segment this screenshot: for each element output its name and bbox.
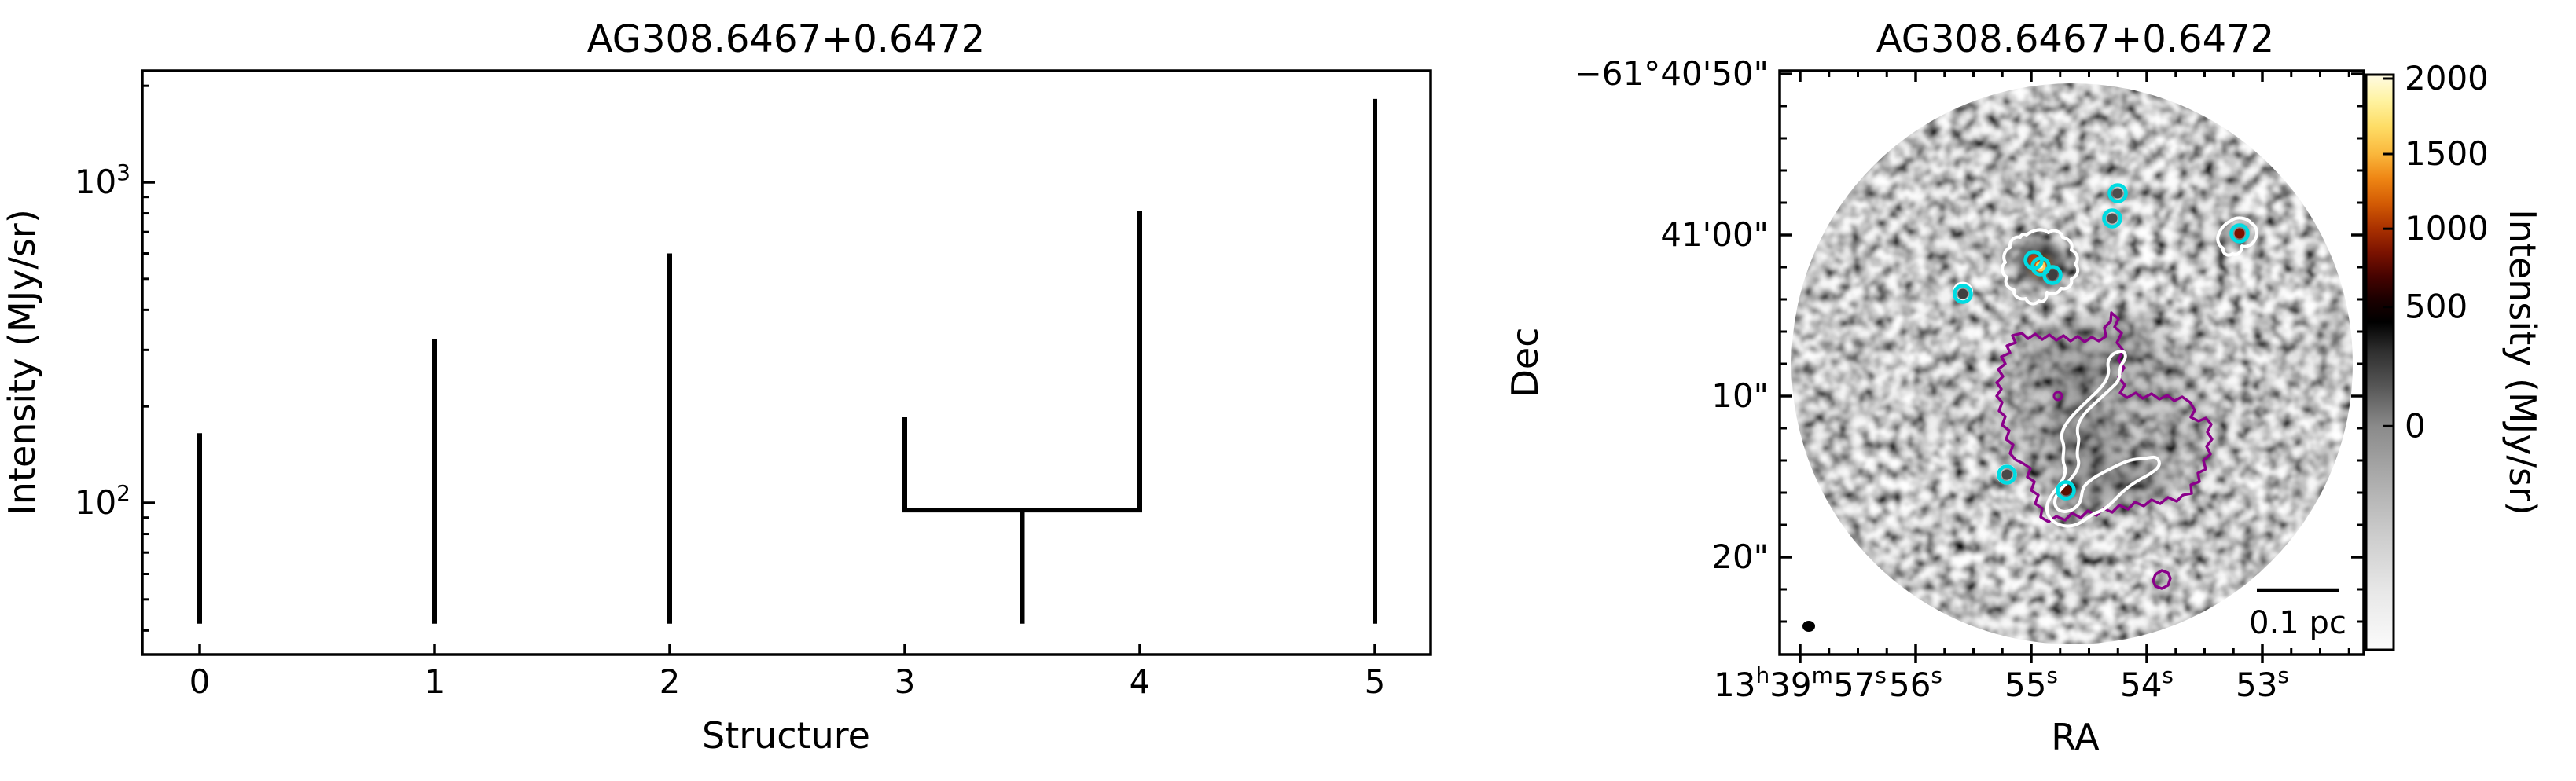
purple-contour (2152, 569, 2172, 590)
dec-axis-label: Dec (1504, 327, 1546, 397)
left-xlabel: Structure (702, 714, 870, 757)
ra-tick-label: 13h39m57s (1714, 662, 1887, 704)
left-title: AG308.6467+0.6472 (587, 17, 985, 61)
dendrogram-bars (197, 98, 1377, 624)
left-tick-labels: 0 1 2 3 4 5 102 103 (75, 160, 1386, 701)
cyan-source-marker (2102, 208, 2122, 229)
dark-patch (2089, 456, 2175, 506)
cyan-source-marker (2042, 265, 2063, 285)
colorbar-tick-label: 0 (2405, 406, 2426, 445)
dec-tick-label: 20" (1711, 537, 1769, 576)
source-dot (2001, 469, 2012, 480)
left-ylabel: Intensity (MJy/sr) (1, 209, 43, 515)
ra-tick-label: 53s (2236, 662, 2289, 704)
x-tick-label: 2 (660, 662, 681, 701)
x-tick-label: 3 (895, 662, 916, 701)
white-contour (2216, 216, 2259, 257)
cyan-source-marker (2229, 223, 2250, 244)
x-tick-label: 5 (1365, 662, 1386, 701)
right-tick-labels: 13h39m57s 56s 55s 54s 53s −61°40'50" 41'00" 10"… (1575, 54, 2289, 704)
dark-patch (2028, 318, 2138, 389)
beam-ellipse (1802, 621, 1815, 632)
ra-tick-label: 55s (2005, 662, 2058, 704)
x-tick-label: 1 (424, 662, 446, 701)
cyan-source-marker (1997, 464, 2017, 485)
ra-tick-label: 56s (1889, 662, 1942, 704)
scalebar-label: 0.1 pc (2249, 605, 2346, 641)
source-markers (1953, 183, 2250, 500)
colorbar-label: Intensity (MJy/sr) (2501, 209, 2544, 515)
cyan-source-marker (1953, 284, 1973, 304)
y-tick-label: 103 (75, 160, 130, 201)
colorbar-tick-label: 1000 (2405, 209, 2489, 248)
purple-contour-small (2052, 390, 2063, 402)
x-tick-label: 4 (1130, 662, 1151, 701)
cyan-source-marker (2107, 183, 2128, 204)
cyan-source-marker (2056, 480, 2076, 500)
dec-tick-label: 41'00" (1660, 215, 1769, 254)
right-title: AG308.6467+0.6472 (1876, 17, 2274, 61)
colorbar-tick-labels: 2000 1500 1000 500 0 (2405, 59, 2489, 445)
y-tick-label: 102 (75, 480, 130, 522)
source-dot (1957, 288, 1968, 299)
left-plot-frame (141, 69, 1432, 656)
ra-axis-label: RA (2051, 716, 2100, 758)
field-of-view-image (1791, 83, 2353, 644)
dec-tick-label: 10" (1711, 376, 1769, 415)
right-plot-frame (1778, 69, 2365, 656)
colorbar-ticks (2383, 77, 2394, 427)
colorbar-tick-label: 1500 (2405, 134, 2489, 173)
colorbar-tick-label: 500 (2405, 288, 2468, 326)
left-dendrogram-panel: AG308.6467+0.6472 Structure Intensity (M… (1, 17, 1432, 757)
right-map-panel: 0.1 pc AG308.6467+0.6472 RA Dec 13h39m57… (1504, 17, 2544, 758)
x-tick-label: 0 (189, 662, 211, 701)
white-contour (2001, 228, 2080, 306)
colorbar-tick-label: 2000 (2405, 59, 2489, 97)
ra-tick-label: 54s (2120, 662, 2174, 704)
source-dot (2112, 188, 2123, 199)
left-axis-ticks (142, 84, 1376, 654)
source-dot (2234, 228, 2245, 239)
colorbar (2365, 73, 2395, 651)
purple-contour (1995, 311, 2214, 523)
dec-tick-label: −61°40'50" (1575, 54, 1769, 93)
source-dot (2047, 270, 2058, 280)
source-dot (2107, 213, 2118, 224)
white-contour (2045, 350, 2161, 528)
